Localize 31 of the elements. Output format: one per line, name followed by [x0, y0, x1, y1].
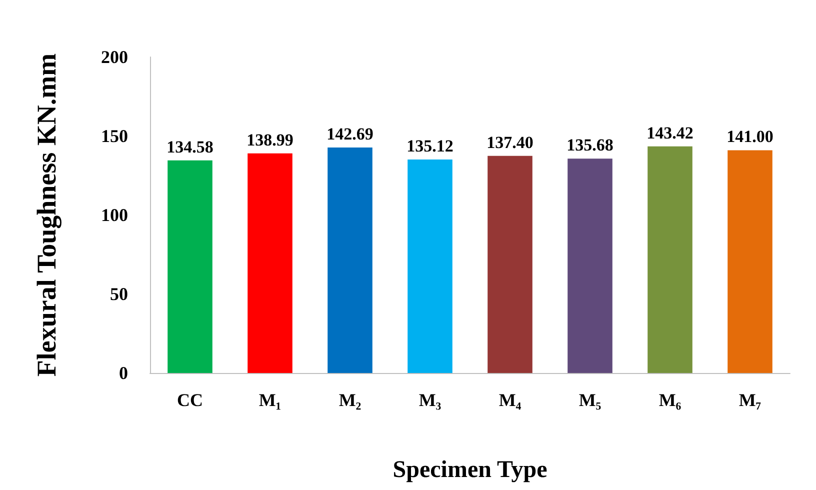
bar	[168, 160, 212, 373]
y-axis-title: Flexural Toughness KN.mm	[32, 52, 62, 377]
x-tick-label: M₅	[578, 390, 602, 410]
x-tick-label: M₁	[258, 390, 282, 410]
bar	[488, 156, 532, 373]
data-label: 135.68	[566, 136, 614, 155]
bar	[328, 148, 372, 373]
y-tick-label: 50	[110, 284, 128, 304]
bar	[248, 153, 292, 373]
data-label: 135.12	[406, 136, 454, 156]
bar	[408, 160, 452, 373]
data-label: 138.99	[246, 130, 294, 150]
x-axis-title: Specimen Type	[392, 457, 548, 483]
bar	[568, 158, 612, 373]
bar	[648, 146, 692, 373]
data-label: 137.40	[486, 132, 534, 152]
bar	[728, 150, 772, 373]
y-tick-label: 0	[119, 363, 128, 383]
y-tick-label: 200	[101, 47, 128, 67]
y-tick-label: 100	[101, 205, 128, 225]
data-label: 143.42	[646, 123, 694, 142]
x-tick-label: M₂	[338, 390, 362, 410]
x-tick-label: M₃	[418, 390, 442, 410]
y-tick-label: 150	[101, 126, 128, 146]
data-label: 134.58	[166, 137, 214, 156]
data-label: 142.69	[326, 124, 374, 144]
x-tick-label: CC	[177, 390, 203, 410]
x-tick-label: M₄	[498, 390, 522, 410]
data-label: 141.00	[726, 127, 774, 146]
x-tick-label: M₇	[738, 390, 762, 410]
x-tick-label: M₆	[658, 390, 682, 410]
